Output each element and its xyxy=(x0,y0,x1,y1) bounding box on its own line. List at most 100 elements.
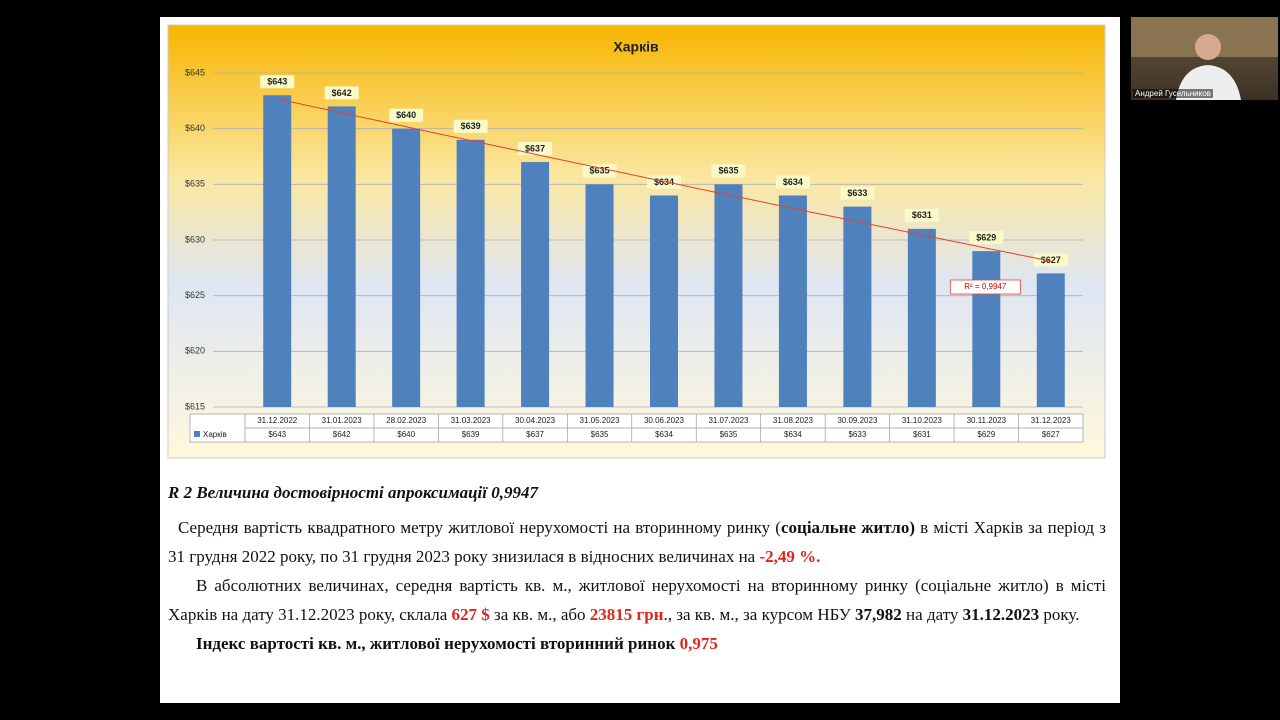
x-tick-label: 31.07.2023 xyxy=(708,416,749,425)
value-label-box xyxy=(582,164,617,178)
value-label: $631 xyxy=(912,210,932,220)
table-value: $627 xyxy=(1042,430,1060,439)
x-tick-label: 31.05.2023 xyxy=(580,416,621,425)
trend-label-box xyxy=(949,279,1021,295)
text-segment: за кв. м., або xyxy=(489,605,590,624)
y-tick-label: $625 xyxy=(185,290,205,300)
value-label: $643 xyxy=(267,77,287,87)
table-value: $637 xyxy=(526,430,544,439)
value-label-box xyxy=(840,186,875,200)
y-tick-label: $630 xyxy=(185,234,205,244)
paragraph: Середня вартість квадратного метру житло… xyxy=(168,513,1106,571)
bar xyxy=(714,184,743,407)
x-tick-label: 28.02.2023 xyxy=(386,416,427,425)
table-value: $629 xyxy=(977,430,995,439)
value-label: $627 xyxy=(1041,255,1061,265)
text-segment: року. xyxy=(1039,605,1080,624)
value-label-box xyxy=(453,119,488,133)
bar xyxy=(456,139,485,408)
x-tick-label: 30.11.2023 xyxy=(967,416,1007,425)
chart-title: Харків xyxy=(613,39,659,55)
table-value: $635 xyxy=(720,430,738,439)
text-segment: 23815 грн xyxy=(589,605,664,624)
text-segment: -2,49 %. xyxy=(759,547,821,566)
bar xyxy=(521,162,550,407)
x-tick-label: 31.08.2023 xyxy=(773,416,814,425)
text-segment: ., за кв. м., за курсом НБУ xyxy=(663,605,856,624)
y-tick-label: $635 xyxy=(185,179,205,189)
table-value: $631 xyxy=(913,430,931,439)
y-tick-label: $640 xyxy=(185,123,205,133)
participant-name: Андрей Гусельников xyxy=(1133,89,1213,98)
value-label: $640 xyxy=(396,110,416,120)
table-value: $633 xyxy=(848,430,866,439)
text-segment: соціальне житло) xyxy=(780,518,915,537)
text-segment: 31.12.2023 xyxy=(962,605,1040,624)
x-tick-label: 30.06.2023 xyxy=(644,416,685,425)
text-segment: 37,982 xyxy=(855,605,902,624)
value-label-box xyxy=(904,208,939,222)
chart: Харків $615 $620 $625 $630 $635 $640 $645 Харкі… xyxy=(167,24,1106,459)
text-segment: на дату xyxy=(901,605,963,624)
table-value: $634 xyxy=(655,430,673,439)
text-segment: Середня вартість квадратного метру житло… xyxy=(178,518,781,537)
legend-swatch xyxy=(194,431,200,437)
value-label: $634 xyxy=(783,177,803,187)
value-label: $629 xyxy=(976,233,996,243)
x-tick-label: 31.12.2023 xyxy=(1031,416,1072,425)
value-label-box xyxy=(260,75,295,89)
paragraph: В абсолютних величинах, середня вартість… xyxy=(168,571,1106,629)
value-label: $637 xyxy=(525,143,545,153)
webcam-image xyxy=(1131,17,1278,100)
bar xyxy=(843,206,872,407)
text-segment: в місті Харків за період з 31 грудня 202… xyxy=(168,518,1107,566)
table-value: $635 xyxy=(591,430,609,439)
x-tick-label: 31.03.2023 xyxy=(451,416,492,425)
bar xyxy=(778,195,807,407)
bar xyxy=(585,184,614,407)
document: R 2 Величина достовірності апроксимації … xyxy=(168,475,1106,658)
table-value: $640 xyxy=(397,430,415,439)
legend-label: Харків xyxy=(203,430,227,439)
table-value: $634 xyxy=(784,430,802,439)
y-tick-label: $645 xyxy=(185,67,205,77)
text-segment: 0,975 xyxy=(679,634,718,653)
value-label-box xyxy=(711,164,746,178)
bar xyxy=(327,106,356,408)
bar xyxy=(907,228,936,407)
x-tick-label: 30.04.2023 xyxy=(515,416,556,425)
value-label: $633 xyxy=(847,188,867,198)
trend-label: R² = 0,9947 xyxy=(964,282,1007,291)
value-label-box xyxy=(775,175,810,189)
bar xyxy=(972,251,1001,407)
value-label: $635 xyxy=(590,166,610,176)
heading: R 2 Величина достовірності апроксимації … xyxy=(168,483,538,502)
trend-line xyxy=(277,98,1051,262)
bar xyxy=(650,195,678,407)
y-tick-label: $615 xyxy=(185,401,205,411)
table-value: $642 xyxy=(333,430,351,439)
slide: Харків $615 $620 $625 $630 $635 $640 $645 Харкі… xyxy=(160,17,1120,703)
value-label: $635 xyxy=(718,166,738,176)
text-segment: Індекс вартості кв. м., житлової нерухом… xyxy=(196,634,680,653)
x-tick-label: 30.09.2023 xyxy=(837,416,878,425)
x-tick-label: 31.12.2022 xyxy=(257,416,298,425)
webcam-tile: Андрей Гусельников xyxy=(1131,17,1278,100)
value-label: $642 xyxy=(332,88,352,98)
value-label-box xyxy=(969,231,1004,245)
bar xyxy=(392,128,421,407)
value-label-box xyxy=(518,142,553,156)
x-tick-label: 31.01.2023 xyxy=(322,416,363,425)
value-label-box xyxy=(1033,253,1068,267)
value-label: $639 xyxy=(461,121,481,131)
chart-background xyxy=(167,24,1106,459)
y-tick-label: $620 xyxy=(185,346,205,356)
text-segment: В абсолютних величинах, середня вартість… xyxy=(168,576,1106,624)
value-label-box xyxy=(389,108,424,122)
bar xyxy=(263,95,292,408)
paragraph: Індекс вартості кв. м., житлової нерухом… xyxy=(168,629,1106,658)
text-segment: 627 $ xyxy=(451,605,490,624)
value-label-box xyxy=(324,86,359,100)
x-tick-label: 31.10.2023 xyxy=(902,416,943,425)
